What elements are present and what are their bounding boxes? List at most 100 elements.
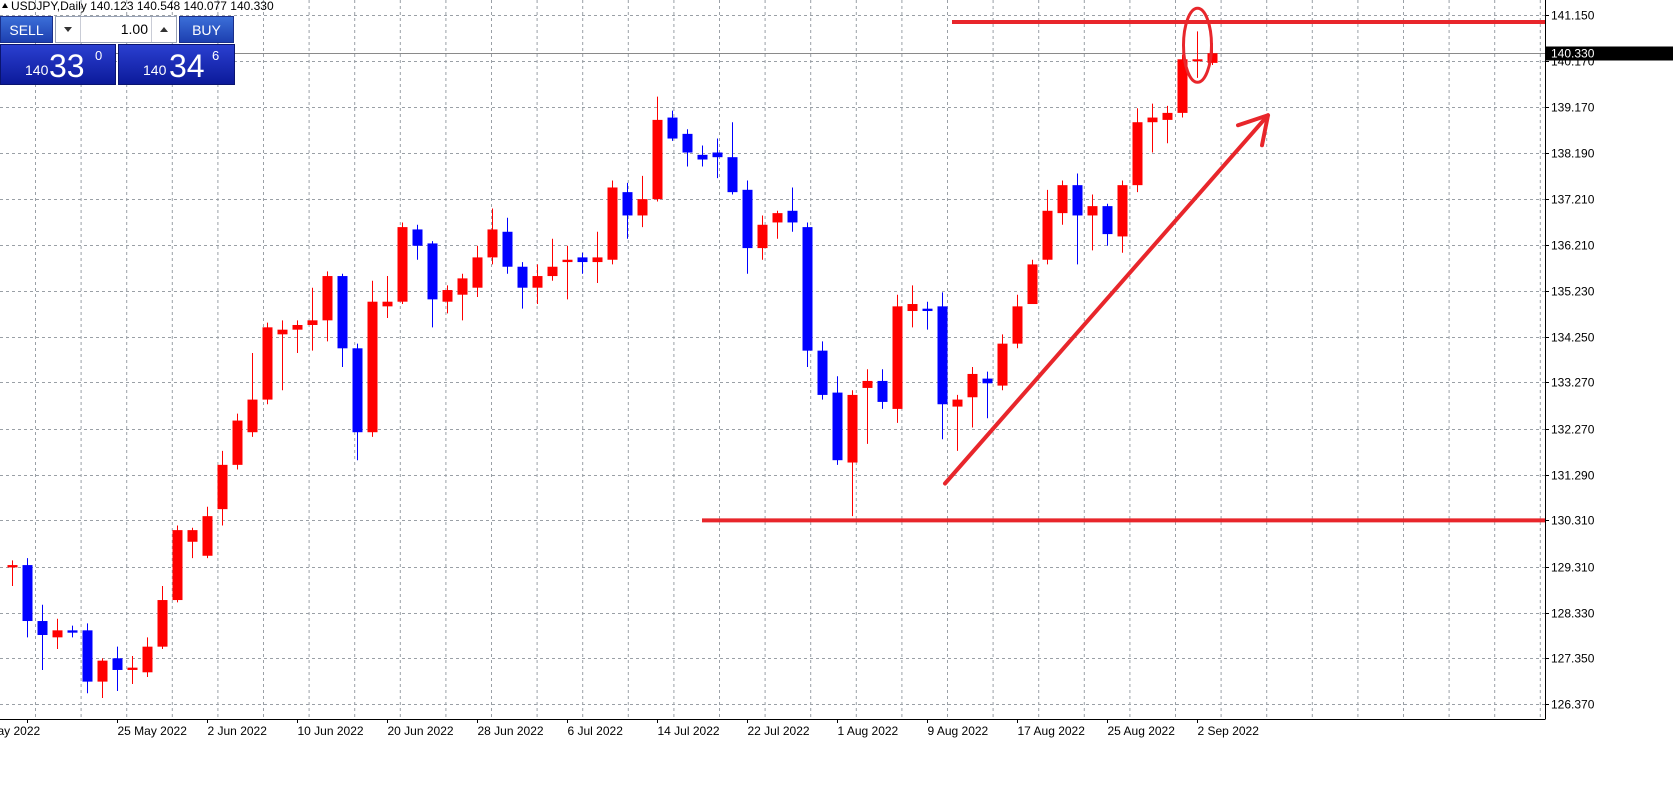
candle-body bbox=[262, 327, 273, 400]
x-axis-tick-label: 17 May 2022 bbox=[0, 724, 41, 738]
current-price-label: 140.330 bbox=[1551, 47, 1595, 61]
candle-body bbox=[7, 565, 18, 568]
candle-body bbox=[547, 266, 558, 277]
candle-body bbox=[187, 530, 198, 542]
candle-body bbox=[892, 306, 903, 409]
x-axis-tick-label: 28 Jun 2022 bbox=[478, 724, 544, 738]
trend-arrow-head bbox=[1236, 113, 1270, 148]
candle-body bbox=[157, 600, 168, 647]
y-axis-tick-label: 141.150 bbox=[1551, 9, 1595, 23]
candle-body bbox=[592, 257, 603, 263]
candle-body bbox=[172, 530, 183, 601]
x-axis-tick-label: 9 Aug 2022 bbox=[928, 724, 989, 738]
y-axis-tick-label: 134.250 bbox=[1551, 331, 1595, 345]
candle-body bbox=[607, 187, 618, 260]
sell-button[interactable]: SELL bbox=[0, 16, 53, 43]
candle-body bbox=[1012, 306, 1023, 344]
candle-body bbox=[1147, 117, 1158, 123]
candle-body bbox=[1177, 59, 1188, 113]
x-axis-tick-label: 6 Jul 2022 bbox=[568, 724, 624, 738]
candle-body bbox=[1192, 59, 1203, 62]
candle-body bbox=[532, 276, 543, 288]
candle-body bbox=[142, 646, 153, 673]
highlight-circle bbox=[1182, 6, 1213, 84]
candle-body bbox=[757, 224, 768, 249]
lot-size-field[interactable]: 1.00 bbox=[55, 16, 177, 43]
candle-body bbox=[922, 308, 933, 312]
candle-body bbox=[637, 199, 648, 216]
candle-body bbox=[1102, 206, 1113, 235]
y-axis-tick-label: 138.190 bbox=[1551, 147, 1595, 161]
candle-body bbox=[217, 464, 228, 510]
candle-body bbox=[667, 117, 678, 139]
candle-body bbox=[472, 257, 483, 288]
current-price-tag bbox=[1546, 46, 1673, 61]
candle-body bbox=[907, 304, 918, 312]
candle-body bbox=[832, 392, 843, 461]
candle-body bbox=[877, 380, 888, 402]
sell-price-button[interactable]: 140 33 0 bbox=[0, 44, 116, 85]
buy-price-button[interactable]: 140 34 6 bbox=[118, 44, 235, 85]
candle-body bbox=[1072, 185, 1083, 216]
candle-body bbox=[52, 630, 63, 638]
collapse-arrow-icon[interactable] bbox=[2, 3, 8, 8]
candle-body bbox=[487, 229, 498, 258]
x-axis-tick-label: 2 Sep 2022 bbox=[1198, 724, 1260, 738]
candle-body bbox=[937, 306, 948, 405]
y-axis-tick-label: 133.270 bbox=[1551, 376, 1595, 390]
candle-body bbox=[712, 152, 723, 158]
lot-increase-icon[interactable] bbox=[151, 17, 176, 42]
sell-price-pips: 33 bbox=[49, 48, 85, 84]
y-axis-tick-label: 129.310 bbox=[1551, 561, 1595, 575]
candle-body bbox=[232, 420, 243, 465]
candle-body bbox=[787, 210, 798, 223]
x-axis-tick-label: 17 Aug 2022 bbox=[1018, 724, 1086, 738]
candle-body bbox=[322, 276, 333, 321]
x-axis-tick-label: 25 May 2022 bbox=[118, 724, 188, 738]
candle-body bbox=[337, 276, 348, 349]
y-axis-tick-label: 126.370 bbox=[1551, 698, 1595, 712]
candle-body bbox=[772, 213, 783, 223]
x-axis-tick-label: 10 Jun 2022 bbox=[298, 724, 364, 738]
buy-button[interactable]: BUY bbox=[179, 16, 234, 43]
candle-body bbox=[412, 229, 423, 246]
candle-body bbox=[802, 227, 813, 351]
lot-decrease-icon[interactable] bbox=[56, 17, 81, 42]
candle-body bbox=[1117, 185, 1128, 237]
chart-symbol-header: USDJPY,Daily 140.123 140.548 140.077 140… bbox=[2, 0, 274, 14]
candle-body bbox=[22, 565, 33, 622]
candle-body bbox=[997, 343, 1008, 386]
candle-body bbox=[967, 373, 978, 398]
candle-body bbox=[952, 399, 963, 407]
candle-body bbox=[247, 399, 258, 433]
candle-body bbox=[1057, 185, 1068, 214]
candle-body bbox=[397, 227, 408, 302]
candle-body bbox=[652, 119, 663, 200]
candle-body bbox=[277, 329, 288, 335]
y-axis-tick-label: 128.330 bbox=[1551, 607, 1595, 621]
candle-body bbox=[427, 243, 438, 300]
candle-body bbox=[352, 348, 363, 433]
y-axis-tick-label: 137.210 bbox=[1551, 193, 1595, 207]
candle-body bbox=[1027, 264, 1038, 305]
candle-body bbox=[1132, 122, 1143, 186]
candle-body bbox=[742, 189, 753, 249]
candle-body bbox=[112, 658, 123, 670]
y-axis-tick-label: 139.170 bbox=[1551, 101, 1595, 115]
x-axis-tick-label: 20 Jun 2022 bbox=[388, 724, 454, 738]
buy-price-prefix: 140 bbox=[143, 62, 167, 78]
candle-body bbox=[382, 301, 393, 307]
candle-body bbox=[622, 192, 633, 216]
candle-body bbox=[97, 660, 108, 682]
sell-price-prefix: 140 bbox=[25, 62, 49, 78]
candle-body bbox=[1162, 112, 1173, 120]
lot-size-value[interactable]: 1.00 bbox=[120, 21, 148, 37]
candle-body bbox=[502, 231, 513, 267]
candle-body bbox=[37, 621, 48, 636]
y-axis-tick-label: 127.350 bbox=[1551, 652, 1595, 666]
candle-body bbox=[517, 266, 528, 288]
candle-body bbox=[697, 154, 708, 160]
trend-arrow-line bbox=[943, 113, 1270, 486]
